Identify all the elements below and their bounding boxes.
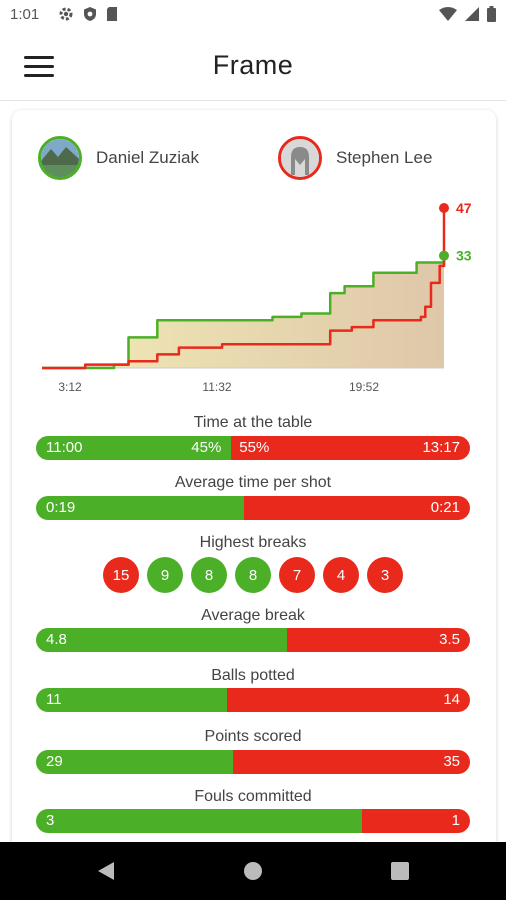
frame-stats-card: Daniel Zuziak Stephen Lee 47 33 3:12 11:32 1… [12,110,496,870]
stat-bar-right: 3.5 [286,628,470,652]
break-ball: 8 [235,557,271,593]
player-2-name: Stephen Lee [336,148,433,167]
stat-left-value: 11:00 [46,439,83,456]
stat-right-percent: 55% [239,439,270,456]
x-tick-label: 3:12 [58,380,82,394]
stat-bar-right: 14 [226,688,470,712]
stat-left-value: 29 [46,753,63,770]
stat-right-value: 3.5 [439,631,460,648]
stat-bar: 4.8 3.5 [36,628,470,652]
stat-right-value: 35 [443,753,460,770]
stat-left-value: 4.8 [46,631,67,648]
stat-bar-left: 11 [36,688,227,712]
stat-left-value: 0:19 [46,499,76,516]
battery-icon [487,6,496,22]
series-line-green [42,255,446,370]
stat-label: Points scored [204,728,302,745]
player-2[interactable]: Stephen Lee [278,136,432,180]
shield-icon [84,7,96,21]
highest-breaks-row: 15 9 8 8 7 4 3 [36,557,470,593]
recents-icon [391,862,409,880]
stat-bar: 29 35 [36,750,470,774]
break-ball: 8 [191,557,227,593]
stat-bar-left: 0:19 [36,496,245,520]
signal-icon [465,7,479,21]
stat-bar-left: 4.8 [36,628,287,652]
stat-bar-right: 35 [232,750,470,774]
stat-left-value: 3 [46,812,55,829]
player-1[interactable]: Daniel Zuziak [38,136,199,180]
break-ball: 3 [367,557,403,593]
series-area-1 [42,255,444,368]
app-bar: Frame [0,32,506,101]
stat-label: Time at the table [193,414,313,431]
player-2-avatar [278,136,322,180]
player-1-avatar [38,136,82,180]
series-end-point [439,250,449,261]
settings-icon [59,7,73,21]
back-button[interactable] [76,842,136,900]
menu-icon[interactable] [24,54,56,78]
stat-right-value: 0:21 [430,499,460,516]
series-end-label: 47 [456,200,472,216]
highest-breaks-label: Highest breaks [199,534,307,551]
score-progression-chart: 47 33 3:12 11:32 19:52 [42,200,472,394]
status-time: 1:01 [10,6,40,23]
stat-bar-right: 0:21 [244,496,470,520]
stat-left-value: 11 [46,691,62,708]
series-end-point [439,203,449,213]
series-line-red [42,208,446,370]
stat-bar: 11:00 45% 13:17 55% [36,436,470,460]
break-ball: 9 [147,557,183,593]
stat-bar-right: 1 [361,809,470,833]
stat-right-value: 14 [443,691,460,708]
stat-label: Average break [201,607,305,624]
stat-label: Fouls committed [194,788,312,805]
home-icon [244,862,262,880]
break-ball: 7 [279,557,315,593]
stat-left-percent: 45% [191,439,222,456]
stat-bar: 0:19 0:21 [36,496,470,520]
status-bar: 1:01 [0,0,506,32]
stat-right-value: 13:17 [422,439,460,456]
player-silhouette-icon [281,139,319,177]
back-icon [98,862,114,880]
break-ball: 4 [323,557,359,593]
break-ball: 15 [103,557,139,593]
sd-card-icon [107,7,117,21]
stat-bar-left: 29 [36,750,233,774]
stat-bar: 11 14 [36,688,470,712]
recents-button[interactable] [370,842,430,900]
player-1-name: Daniel Zuziak [96,148,199,167]
x-tick-label: 11:32 [202,380,231,394]
stat-bar-left: 11:00 45% [36,436,232,460]
wifi-icon [439,7,457,21]
stat-label: Balls potted [211,667,295,684]
stat-bar-left: 3 [36,809,362,833]
stat-bar-right: 13:17 55% [231,436,470,460]
system-nav-bar [0,842,506,900]
stat-right-value: 1 [451,812,460,829]
home-button[interactable] [223,842,283,900]
x-tick-label: 19:52 [349,380,379,394]
series-end-label: 33 [456,248,472,264]
stat-label: Average time per shot [174,474,332,491]
page-title: Frame [212,50,294,80]
